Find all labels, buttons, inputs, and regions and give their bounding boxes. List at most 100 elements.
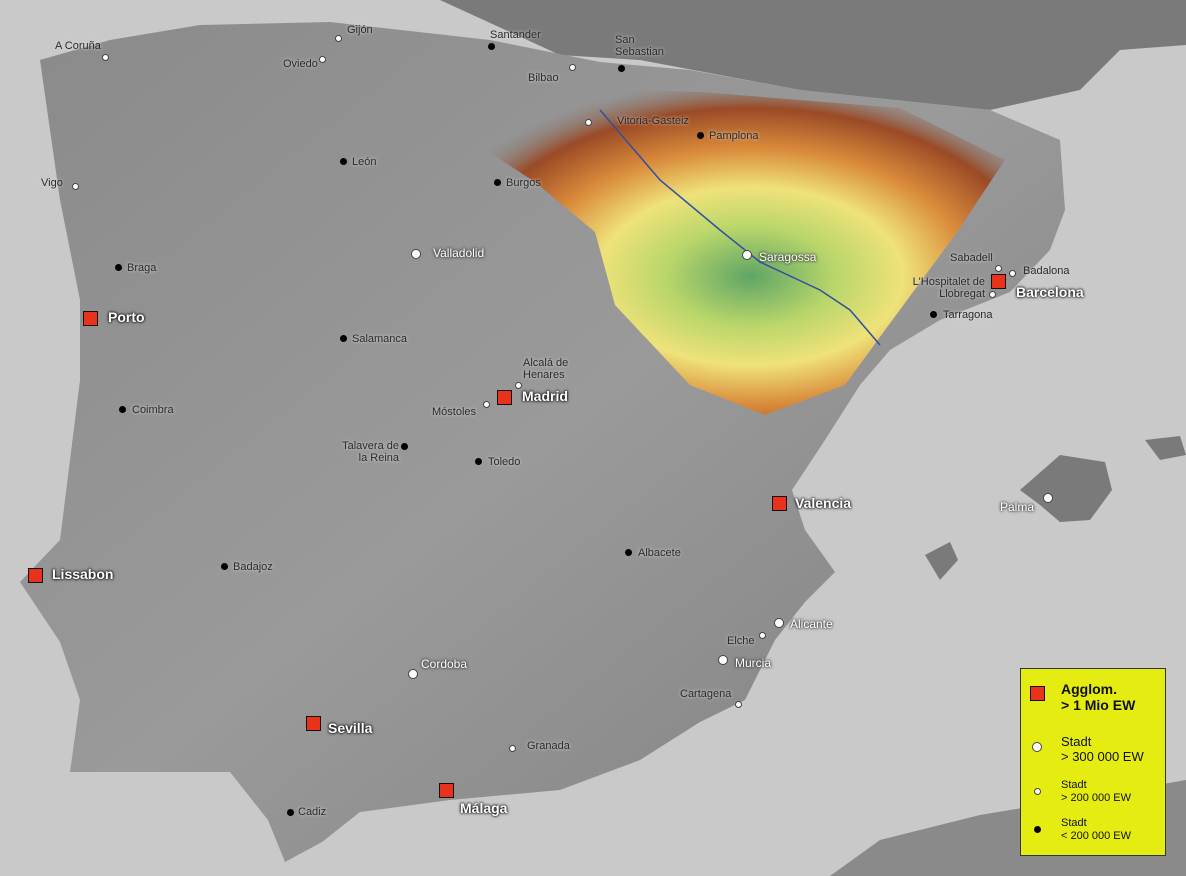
city-label: Coimbra bbox=[132, 404, 174, 416]
france-land bbox=[440, 0, 1186, 110]
city-marker bbox=[718, 655, 728, 665]
city-marker bbox=[1008, 269, 1016, 277]
city-label: Móstoles bbox=[432, 406, 477, 418]
legend-marker bbox=[1033, 825, 1041, 833]
city-label: Málaga bbox=[460, 800, 508, 816]
city-marker bbox=[508, 744, 516, 752]
city-label: Santander bbox=[490, 29, 541, 41]
ebro-relief bbox=[440, 85, 1005, 415]
city-marker bbox=[742, 250, 752, 260]
city-label: Barcelona bbox=[1016, 284, 1084, 300]
city-marker bbox=[696, 131, 704, 139]
legend-text: Stadt > 300 000 EW bbox=[1061, 734, 1144, 765]
city-label: Sabadell bbox=[950, 252, 993, 264]
city-marker bbox=[400, 442, 408, 450]
city-marker bbox=[1043, 493, 1053, 503]
city-label: Porto bbox=[108, 309, 145, 325]
city-marker bbox=[118, 405, 126, 413]
legend-line: Stadt bbox=[1061, 734, 1092, 749]
ibiza bbox=[925, 542, 958, 580]
city-marker bbox=[339, 334, 347, 342]
city-marker bbox=[411, 249, 421, 259]
city-marker bbox=[772, 496, 787, 511]
city-marker bbox=[318, 55, 326, 63]
legend-text: Stadt < 200 000 EW bbox=[1061, 817, 1131, 842]
city-marker bbox=[624, 548, 632, 556]
city-marker bbox=[734, 700, 742, 708]
city-marker bbox=[617, 64, 625, 72]
city-label: Madrid bbox=[522, 388, 568, 404]
city-label: Palma bbox=[1000, 500, 1035, 514]
city-marker bbox=[568, 63, 576, 71]
legend-marker bbox=[1030, 686, 1045, 701]
legend-line: > 200 000 EW bbox=[1061, 791, 1132, 804]
city-label: Cadiz bbox=[298, 806, 327, 818]
city-label: Elche bbox=[727, 635, 755, 647]
city-marker bbox=[339, 157, 347, 165]
mallorca bbox=[1020, 455, 1112, 522]
city-label: Albacete bbox=[638, 547, 681, 559]
city-label: Lissabon bbox=[52, 566, 114, 582]
city-label: Gijón bbox=[347, 24, 373, 36]
city-label: Vigo bbox=[41, 177, 63, 189]
city-label: Valencia bbox=[795, 495, 852, 511]
legend-line: Stadt bbox=[1061, 779, 1087, 791]
city-marker bbox=[306, 716, 321, 731]
city-label: Sevilla bbox=[328, 720, 373, 736]
menorca bbox=[1145, 436, 1186, 460]
city-label: Cartagena bbox=[680, 688, 732, 700]
city-marker bbox=[758, 631, 766, 639]
city-label: Braga bbox=[127, 262, 157, 274]
city-marker bbox=[584, 118, 592, 126]
city-marker bbox=[487, 42, 495, 50]
city-marker bbox=[929, 310, 937, 318]
city-label: Oviedo bbox=[283, 58, 318, 70]
city-label: Vitoria-Gasteiz bbox=[617, 115, 689, 127]
city-marker bbox=[71, 182, 79, 190]
city-label: Tarragona bbox=[943, 309, 993, 321]
legend-line: < 200 000 EW bbox=[1061, 829, 1132, 842]
city-marker bbox=[439, 783, 454, 798]
legend-line: Agglom. bbox=[1061, 681, 1117, 697]
city-label: Badalona bbox=[1023, 265, 1070, 277]
legend-line: > 1 Mio EW bbox=[1061, 697, 1136, 714]
city-label: Pamplona bbox=[709, 130, 759, 142]
city-marker bbox=[101, 53, 109, 61]
city-label: León bbox=[352, 156, 377, 168]
city-marker bbox=[497, 390, 512, 405]
city-label: Bilbao bbox=[528, 72, 559, 84]
city-marker bbox=[286, 808, 294, 816]
legend: Agglom. > 1 Mio EW Stadt > 300 000 EW Stadt >… bbox=[1020, 668, 1166, 856]
city-label: Talavera de la Reina bbox=[342, 440, 399, 465]
legend-marker bbox=[1032, 742, 1042, 752]
city-marker bbox=[988, 290, 996, 298]
city-label: Cordoba bbox=[421, 657, 468, 671]
city-label: Badajoz bbox=[233, 561, 273, 573]
legend-marker bbox=[1033, 787, 1041, 795]
city-marker bbox=[514, 381, 522, 389]
city-label: Burgos bbox=[506, 177, 541, 189]
city-label: Saragossa bbox=[759, 250, 817, 264]
city-marker bbox=[474, 457, 482, 465]
city-marker bbox=[994, 264, 1002, 272]
city-marker bbox=[28, 568, 43, 583]
city-marker bbox=[991, 274, 1006, 289]
legend-line: Stadt bbox=[1061, 817, 1087, 829]
city-marker bbox=[408, 669, 418, 679]
city-label: Alicante bbox=[790, 617, 833, 631]
city-label: Murcia bbox=[735, 656, 772, 670]
city-marker bbox=[83, 311, 98, 326]
city-marker bbox=[493, 178, 501, 186]
city-label: Valladolid bbox=[433, 246, 485, 260]
city-label: Alcalá de Henares bbox=[523, 357, 569, 382]
city-marker bbox=[774, 618, 784, 628]
legend-text: Agglom. > 1 Mio EW bbox=[1061, 681, 1135, 713]
city-label: Granada bbox=[527, 740, 570, 752]
city-marker bbox=[114, 263, 122, 271]
city-label: Salamanca bbox=[352, 333, 408, 345]
city-marker bbox=[482, 400, 490, 408]
city-marker bbox=[220, 562, 228, 570]
city-label: L'Hospitalet de Llobregat bbox=[912, 276, 985, 301]
city-label: A Coruña bbox=[55, 40, 101, 52]
